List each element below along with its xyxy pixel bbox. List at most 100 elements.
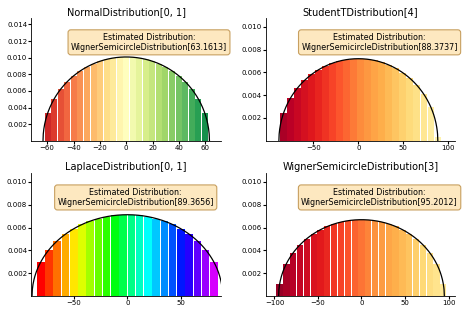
Bar bbox=[290, 253, 296, 296]
Bar bbox=[84, 67, 90, 141]
Bar bbox=[117, 57, 123, 141]
Bar bbox=[322, 66, 329, 141]
Bar bbox=[130, 57, 136, 141]
Bar bbox=[392, 226, 399, 296]
Bar bbox=[156, 64, 162, 141]
Bar bbox=[428, 107, 434, 141]
Bar bbox=[357, 59, 364, 141]
Bar bbox=[287, 98, 294, 141]
Bar bbox=[136, 215, 144, 296]
Bar bbox=[123, 57, 129, 141]
Bar bbox=[169, 224, 176, 296]
Bar bbox=[338, 222, 344, 296]
Bar bbox=[350, 59, 357, 141]
Bar bbox=[110, 58, 116, 141]
Bar bbox=[152, 218, 160, 296]
Bar bbox=[103, 217, 110, 296]
Bar bbox=[413, 85, 420, 141]
Bar bbox=[297, 245, 303, 296]
Bar bbox=[182, 81, 188, 141]
Bar bbox=[163, 67, 168, 141]
Bar bbox=[137, 58, 142, 141]
Bar bbox=[144, 217, 152, 296]
Bar bbox=[37, 262, 45, 296]
Bar bbox=[337, 61, 343, 141]
Bar bbox=[45, 249, 53, 296]
Bar bbox=[352, 220, 358, 296]
Bar bbox=[276, 284, 283, 296]
Bar bbox=[58, 89, 64, 141]
Bar bbox=[51, 99, 57, 141]
Bar bbox=[62, 234, 69, 296]
Bar bbox=[128, 215, 135, 296]
Title: WignerSemicircleDistribution[3]: WignerSemicircleDistribution[3] bbox=[283, 162, 438, 172]
Bar bbox=[420, 245, 426, 296]
Bar bbox=[433, 264, 440, 296]
Bar bbox=[54, 241, 61, 296]
Bar bbox=[202, 113, 208, 141]
Title: NormalDistribution[0, 1]: NormalDistribution[0, 1] bbox=[67, 7, 186, 17]
Text: Estimated Distribution:
WignerSemicircleDistribution[63.1613]: Estimated Distribution: WignerSemicircle… bbox=[71, 33, 227, 52]
Bar bbox=[365, 59, 371, 141]
Bar bbox=[358, 220, 365, 296]
Bar bbox=[149, 61, 155, 141]
Bar bbox=[71, 76, 77, 141]
Bar bbox=[372, 60, 378, 141]
Bar bbox=[331, 224, 337, 296]
Bar bbox=[193, 241, 201, 296]
Bar bbox=[119, 215, 127, 296]
Bar bbox=[318, 230, 324, 296]
Bar bbox=[372, 221, 378, 296]
Bar bbox=[111, 215, 118, 296]
Bar bbox=[95, 218, 102, 296]
Bar bbox=[392, 68, 399, 141]
Bar bbox=[45, 113, 51, 141]
Bar bbox=[343, 59, 350, 141]
Bar bbox=[177, 229, 184, 296]
Bar bbox=[324, 226, 330, 296]
Bar bbox=[78, 224, 86, 296]
Title: StudentTDistribution[4]: StudentTDistribution[4] bbox=[303, 7, 419, 17]
Bar bbox=[195, 99, 201, 141]
Bar bbox=[400, 73, 406, 141]
Bar bbox=[308, 74, 315, 141]
Text: Estimated Distribution:
WignerSemicircleDistribution[89.3656]: Estimated Distribution: WignerSemicircle… bbox=[57, 188, 214, 207]
Bar bbox=[185, 234, 193, 296]
Bar bbox=[97, 61, 103, 141]
Bar bbox=[399, 230, 406, 296]
Bar bbox=[280, 113, 287, 141]
Bar bbox=[407, 78, 413, 141]
Bar bbox=[202, 249, 210, 296]
Bar bbox=[77, 71, 83, 141]
Bar bbox=[386, 224, 392, 296]
Bar bbox=[304, 239, 310, 296]
Bar bbox=[189, 89, 195, 141]
Bar bbox=[169, 71, 175, 141]
Bar bbox=[345, 221, 351, 296]
Bar bbox=[440, 284, 447, 296]
Bar bbox=[427, 253, 433, 296]
Bar bbox=[294, 88, 301, 141]
Bar bbox=[301, 80, 308, 141]
Title: LaplaceDistribution[0, 1]: LaplaceDistribution[0, 1] bbox=[65, 162, 187, 172]
Bar bbox=[143, 59, 149, 141]
Bar bbox=[385, 65, 392, 141]
Bar bbox=[70, 229, 78, 296]
Bar bbox=[310, 233, 317, 296]
Bar bbox=[406, 233, 412, 296]
Bar bbox=[315, 70, 322, 141]
Bar bbox=[435, 137, 441, 141]
Bar bbox=[91, 64, 97, 141]
Bar bbox=[64, 81, 70, 141]
Bar bbox=[365, 220, 372, 296]
Text: Estimated Distribution:
WignerSemicircleDistribution[88.3737]: Estimated Distribution: WignerSemicircle… bbox=[301, 33, 458, 52]
Bar bbox=[413, 239, 419, 296]
Bar bbox=[420, 94, 427, 141]
Bar bbox=[379, 222, 385, 296]
Bar bbox=[175, 76, 182, 141]
Bar bbox=[329, 63, 336, 141]
Bar bbox=[161, 221, 168, 296]
Text: Estimated Distribution:
WignerSemicircleDistribution[95.2012]: Estimated Distribution: WignerSemicircle… bbox=[301, 188, 458, 207]
Bar bbox=[104, 59, 109, 141]
Bar bbox=[86, 221, 94, 296]
